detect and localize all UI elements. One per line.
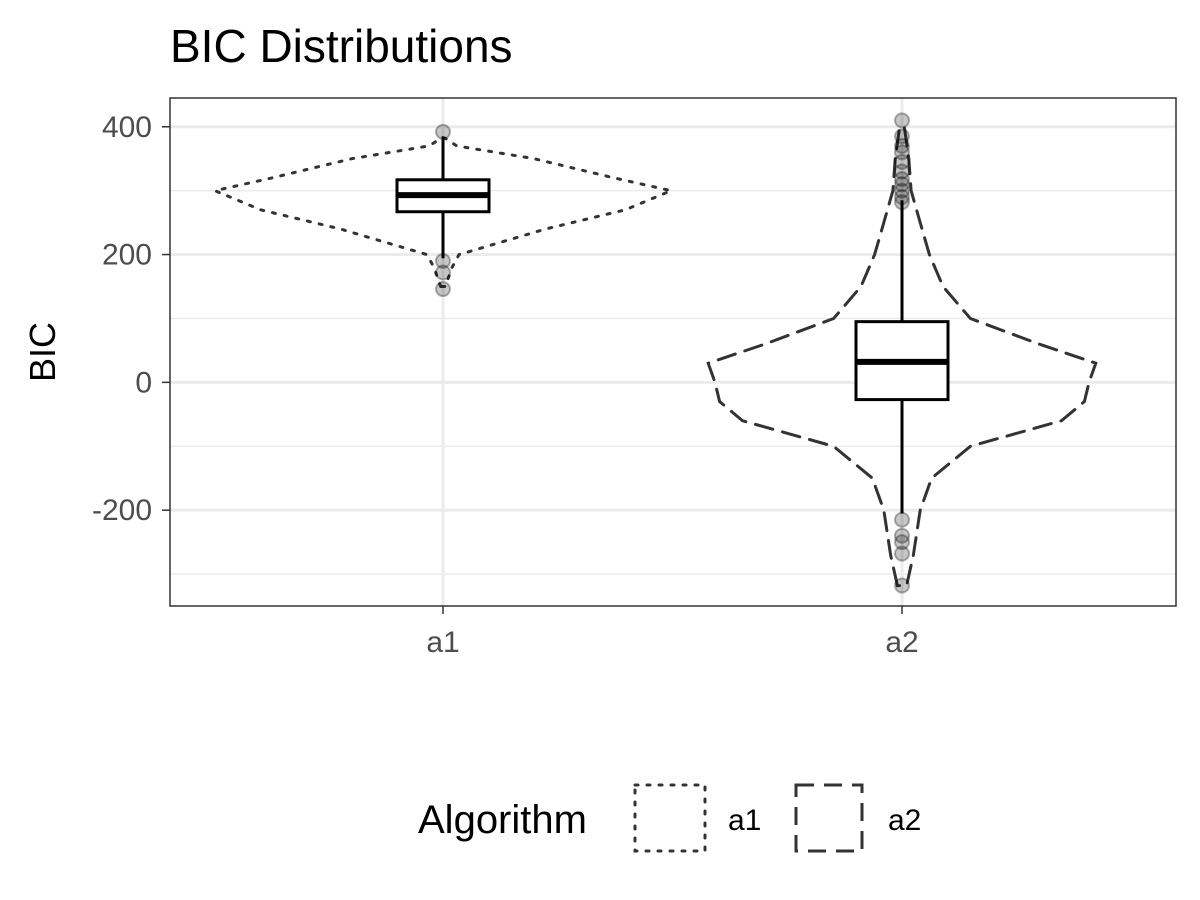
data-layer (210, 112, 1098, 594)
y-tick-label: 200 (102, 239, 152, 272)
outlier-point-a2 (894, 176, 910, 193)
plot-panel (170, 98, 1176, 606)
outlier-point-a2 (894, 511, 910, 528)
outlier-point-a2 (894, 163, 910, 180)
violin-a2 (706, 125, 1098, 588)
outlier-point-a2 (894, 144, 910, 161)
legend: Algorithm a1 a2 (418, 783, 921, 853)
outlier-point-a2 (894, 182, 910, 199)
violin-a1 (210, 136, 676, 288)
y-tick-label: 400 (102, 111, 152, 144)
outlier-point-a1 (435, 264, 451, 281)
legend-key-a1 (633, 783, 707, 853)
outlier-point-a1 (435, 252, 451, 269)
legend-label-a2: a2 (888, 804, 921, 837)
outlier-point-a2 (894, 577, 910, 594)
grid-layer (170, 98, 1176, 606)
x-tick-label: a2 (885, 626, 918, 659)
y-tick-label: -200 (92, 494, 152, 527)
outlier-point-a2 (894, 112, 910, 129)
outlier-point-a2 (894, 527, 910, 544)
outlier-point-a1 (435, 123, 451, 140)
legend-key-a2 (794, 783, 864, 853)
axis-layer: -200 0 200 400 a1 a2 (92, 111, 919, 659)
plot-border (169, 97, 1177, 607)
outlier-point-a2 (894, 534, 910, 551)
outlier-point-a2 (894, 171, 910, 188)
outlier-point-a2 (894, 189, 910, 206)
legend-label-a1: a1 (728, 804, 761, 837)
outlier-point-a2 (894, 137, 910, 154)
outlier-point-a2 (894, 545, 910, 562)
outlier-point-a2 (894, 194, 910, 211)
legend-title: Algorithm (418, 798, 587, 842)
outlier-point-a2 (894, 128, 910, 145)
y-tick-label: 0 (135, 366, 152, 399)
chart-title: BIC Distributions (170, 20, 513, 72)
y-axis-title: BIC (22, 322, 63, 382)
outlier-point-a2 (894, 153, 910, 170)
x-tick-label: a1 (426, 626, 459, 659)
outlier-point-a1 (435, 281, 451, 298)
